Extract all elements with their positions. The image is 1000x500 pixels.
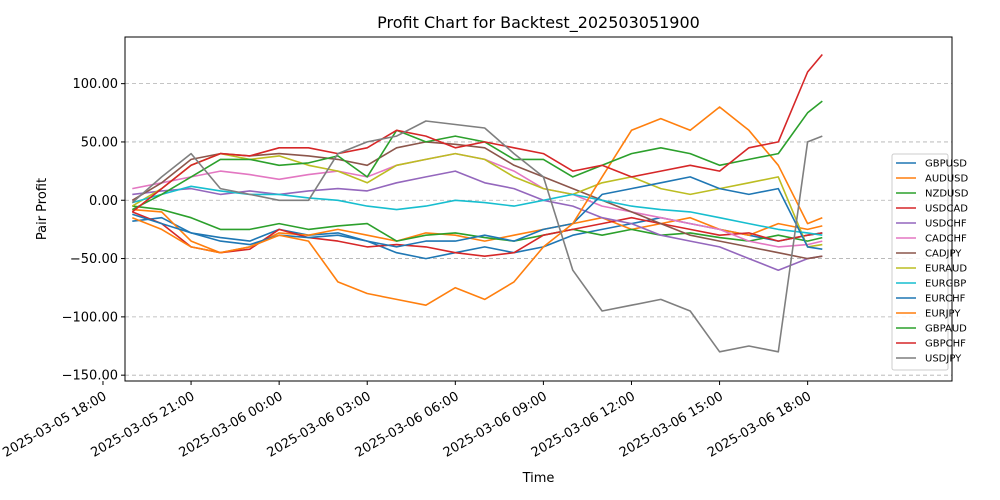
series-line-nzdusd xyxy=(132,205,823,242)
series-line-eurgbp xyxy=(132,185,823,236)
y-tick-label: 50.00 xyxy=(81,135,118,150)
y-tick-label: −50.00 xyxy=(70,252,118,267)
series-line-usdchf xyxy=(132,170,823,272)
legend: GBPUSD AUDUSD NZDUSD USDCAD USDCHF CADCHF CADJ… xyxy=(891,153,969,371)
chart-title: Profit Chart for Backtest_202503051900 xyxy=(377,13,700,33)
legend-label: AUDUSD xyxy=(925,174,969,185)
y-gridlines xyxy=(125,83,952,376)
series-line-eurchf xyxy=(132,176,823,250)
plot-frame xyxy=(124,36,953,382)
legend-label: NZDUSD xyxy=(925,189,969,200)
series-line-gbpchf xyxy=(131,53,823,213)
legend-label: GBPCHF xyxy=(925,339,966,350)
legend-label: USDCHF xyxy=(925,219,967,230)
legend-label: USDJPY xyxy=(925,354,962,365)
series-line-usdcad xyxy=(132,211,823,258)
legend-label: EURCHF xyxy=(925,294,966,305)
legend-label: EURAUD xyxy=(925,264,967,275)
y-tick-label: −150.00 xyxy=(62,369,118,384)
x-axis-label: Time xyxy=(522,471,555,486)
legend-label: GBPUSD xyxy=(925,159,967,170)
legend-label: EURGBP xyxy=(925,279,966,290)
legend-label: CADJPY xyxy=(925,249,962,260)
legend-label: EURJPY xyxy=(925,309,961,320)
legend-label: CADCHF xyxy=(925,234,967,245)
y-tick-label: −100.00 xyxy=(62,310,118,325)
series-line-eurjpy xyxy=(132,106,823,307)
y-axis-ticks: −150.00 −100.00 −50.00 0.00 50.00 100.00 xyxy=(62,77,125,384)
y-axis-label: Pair Profit xyxy=(35,178,50,240)
y-tick-label: 100.00 xyxy=(73,77,119,92)
y-tick-label: 0.00 xyxy=(89,194,118,209)
legend-label: USDCAD xyxy=(925,204,968,215)
series-line-usdjpy xyxy=(131,120,823,353)
series-lines xyxy=(131,53,823,353)
legend-label: GBPAUD xyxy=(925,324,967,335)
